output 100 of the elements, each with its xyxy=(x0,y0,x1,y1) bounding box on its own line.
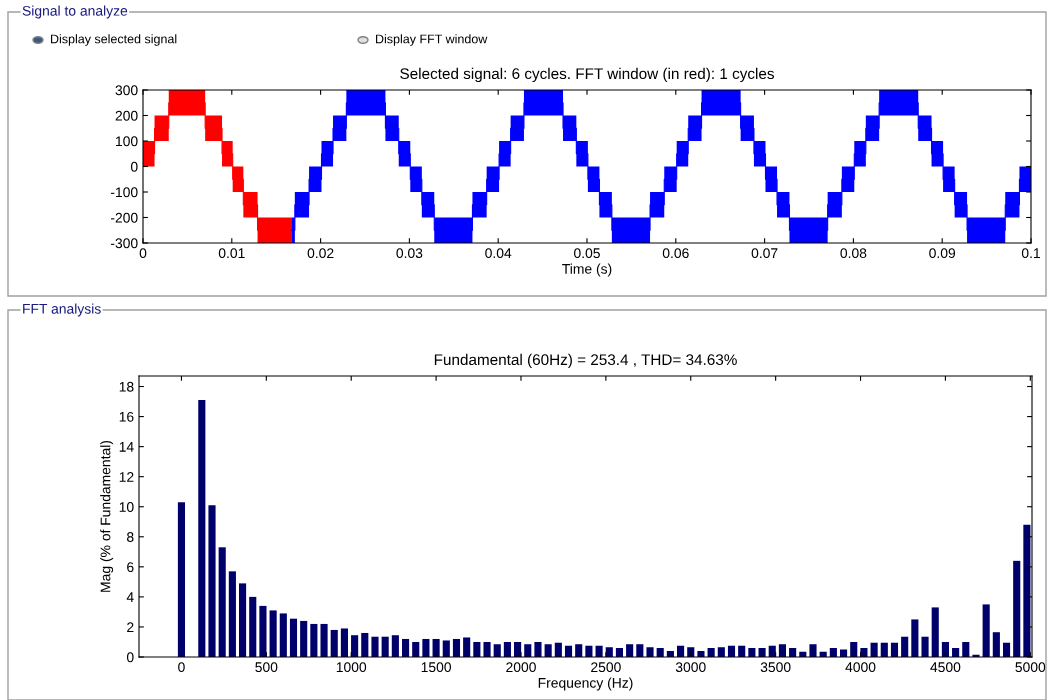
bar xyxy=(422,638,430,657)
x-tick-label: 1000 xyxy=(336,662,367,673)
text: Display selected signal xyxy=(51,34,177,46)
bar xyxy=(473,641,481,657)
bar xyxy=(839,649,848,657)
x-axis-title: Time (s) xyxy=(562,263,612,277)
x-tick-label: 0.05 xyxy=(574,248,600,259)
bar xyxy=(381,636,389,657)
bar xyxy=(626,644,634,657)
bar xyxy=(697,650,705,657)
y-tick-label: 14 xyxy=(119,442,134,452)
y-tick-label: 12 xyxy=(119,472,134,482)
bar xyxy=(412,641,420,657)
bar xyxy=(931,607,939,657)
bar xyxy=(198,400,206,657)
bar xyxy=(982,604,990,657)
bar xyxy=(778,644,786,657)
bar xyxy=(534,641,542,657)
bar xyxy=(310,623,318,657)
y-tick-label: -200 xyxy=(110,212,138,223)
bar xyxy=(177,502,186,657)
y-tick-label: 18 xyxy=(119,381,134,392)
x-tick-label: 0.03 xyxy=(396,248,423,259)
y-tick-label: 100 xyxy=(116,136,138,147)
bar xyxy=(279,613,287,657)
x-tick-label: 0.1 xyxy=(1021,248,1040,259)
bar xyxy=(228,571,236,657)
bar xyxy=(483,641,491,657)
x-tick-label: 500 xyxy=(255,662,278,673)
x-tick-label: 4500 xyxy=(930,662,961,673)
bar xyxy=(992,632,1000,657)
chart-title: Fundamental (60Hz) = 253.4 , THD= 34.63% xyxy=(434,353,737,369)
text: FFT analysis xyxy=(23,303,101,317)
y-tick-label: 200 xyxy=(115,110,138,121)
y-tick-label: 0 xyxy=(126,652,134,663)
x-tick-label: 0.09 xyxy=(929,248,956,259)
y-axis-title: Mag (% of Fundamental) xyxy=(100,440,114,592)
bar xyxy=(1013,560,1021,657)
text: Signal to analyze xyxy=(22,5,128,19)
bar xyxy=(351,635,359,657)
bar xyxy=(503,641,511,657)
bar xyxy=(361,632,369,657)
x-tick-label: 5000 xyxy=(1015,662,1046,673)
x-tick-label: 4000 xyxy=(845,662,876,673)
bar xyxy=(605,647,613,657)
x-tick-label: 0.01 xyxy=(218,248,245,259)
bar xyxy=(320,623,328,657)
y-tick-label: -300 xyxy=(110,238,138,249)
x-tick-label: 3000 xyxy=(675,662,706,673)
x-tick-label: 0 xyxy=(178,662,185,673)
bar xyxy=(371,636,379,657)
bar xyxy=(921,636,929,657)
x-tick-label: 0.06 xyxy=(662,248,689,259)
y-tick-label: 300 xyxy=(115,85,138,96)
x-tick-label: 0.04 xyxy=(485,248,512,259)
x-tick-label: 1500 xyxy=(421,662,452,673)
bar xyxy=(249,596,257,657)
bar xyxy=(391,635,399,657)
y-tick-label: 16 xyxy=(119,411,134,422)
bar xyxy=(340,628,348,657)
bar xyxy=(646,647,654,657)
x-tick-label: 0 xyxy=(139,248,147,259)
bar xyxy=(259,605,267,657)
bar xyxy=(442,640,450,657)
y-tick-label: -100 xyxy=(110,187,138,198)
x-tick-label: 2000 xyxy=(506,662,536,673)
bar xyxy=(758,647,766,657)
x-tick-label: 0.08 xyxy=(840,248,867,259)
bar xyxy=(463,637,471,657)
bar xyxy=(208,505,216,657)
text: Display FFT window xyxy=(376,34,488,46)
chart-title: Selected signal: 6 cycles. FFT window (in red): 1 cycles xyxy=(400,67,774,83)
bar xyxy=(218,547,226,657)
bar xyxy=(239,583,247,657)
x-tick-label: 0.02 xyxy=(307,248,334,259)
y-tick-label: 2 xyxy=(127,622,134,632)
bar xyxy=(809,644,817,657)
bar xyxy=(269,610,277,657)
bar xyxy=(717,647,725,657)
bar xyxy=(850,641,858,657)
y-tick-label: 0 xyxy=(130,161,138,172)
bar xyxy=(330,629,338,657)
bar xyxy=(524,644,532,657)
bar xyxy=(544,644,552,657)
x-tick-label: 3500 xyxy=(760,662,791,673)
y-tick-label: 6 xyxy=(127,562,134,573)
y-tick-label: 4 xyxy=(126,592,134,602)
x-axis-title: Frequency (Hz) xyxy=(538,677,633,691)
bar xyxy=(911,619,919,657)
x-tick-label: 0.07 xyxy=(751,248,778,259)
bar xyxy=(289,618,298,657)
x-tick-label: 2500 xyxy=(591,662,621,673)
bar xyxy=(575,644,583,657)
bar xyxy=(901,636,909,657)
bar xyxy=(300,620,308,657)
y-tick-label: 8 xyxy=(127,532,134,542)
bar xyxy=(1023,524,1031,657)
bar xyxy=(493,644,501,657)
bar xyxy=(401,638,410,657)
y-tick-label: 10 xyxy=(119,502,134,512)
